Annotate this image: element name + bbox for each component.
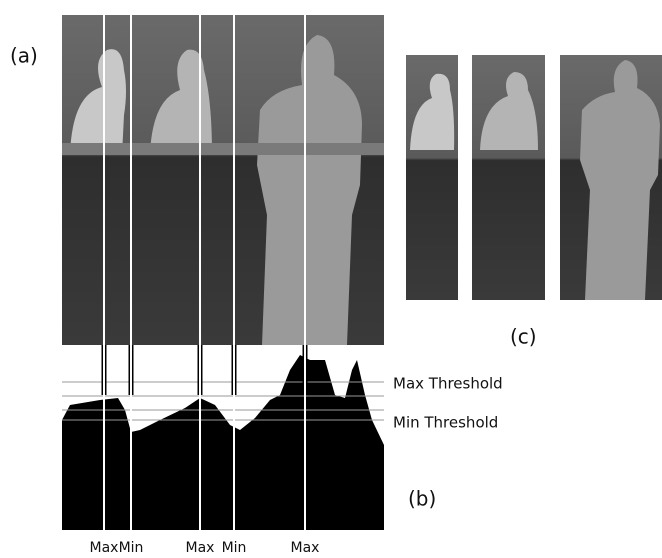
marker-label: Min <box>119 540 144 556</box>
threshold-label: Min Threshold <box>393 414 498 432</box>
thermal-image <box>62 15 384 345</box>
marker-label: Max <box>291 540 320 556</box>
marker-label: Max <box>186 540 215 556</box>
figure: (a) (b) (c) Max Threshold Min Threshold … <box>0 0 662 558</box>
panel-label: (c) <box>510 325 537 349</box>
panel-label: (b) <box>408 487 436 511</box>
panel-label: (a) <box>10 44 38 68</box>
profile <box>62 355 384 530</box>
threshold-label: Max Threshold <box>393 375 503 393</box>
marker-label: Min <box>222 540 247 556</box>
cropped-images <box>406 55 662 300</box>
marker-label: Max <box>90 540 119 556</box>
